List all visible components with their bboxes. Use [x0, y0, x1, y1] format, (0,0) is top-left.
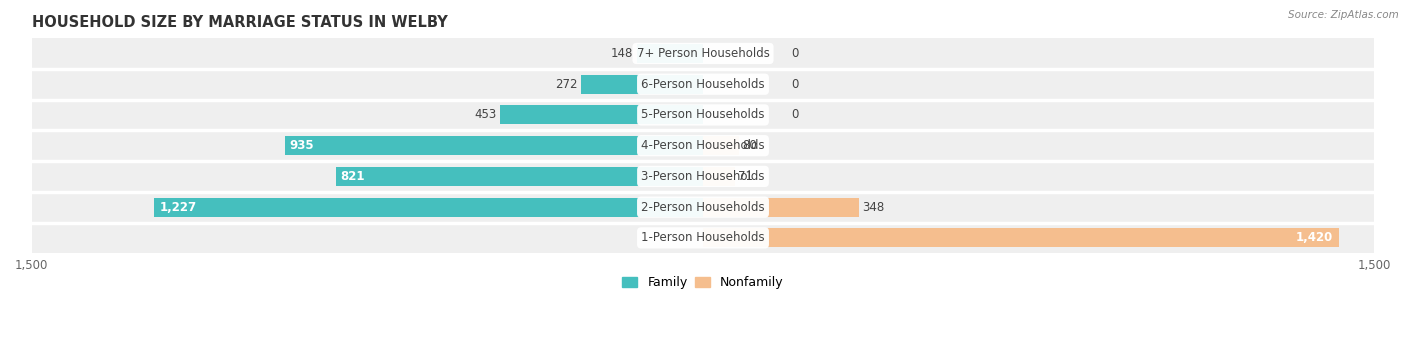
Text: 2-Person Households: 2-Person Households — [641, 201, 765, 214]
Text: 3-Person Households: 3-Person Households — [641, 170, 765, 183]
Bar — [32, 161, 1374, 192]
Bar — [703, 167, 735, 186]
Text: 1-Person Households: 1-Person Households — [641, 232, 765, 244]
Bar — [501, 105, 703, 124]
Text: 6-Person Households: 6-Person Households — [641, 78, 765, 91]
Legend: Family, Nonfamily: Family, Nonfamily — [617, 271, 789, 294]
Bar — [336, 167, 703, 186]
Bar — [32, 38, 1374, 69]
Text: Source: ZipAtlas.com: Source: ZipAtlas.com — [1288, 10, 1399, 20]
Text: 272: 272 — [555, 78, 578, 91]
Bar — [32, 222, 1374, 253]
Text: 1,420: 1,420 — [1296, 232, 1333, 244]
Bar — [32, 192, 1374, 222]
Text: 4-Person Households: 4-Person Households — [641, 139, 765, 152]
Text: 821: 821 — [340, 170, 364, 183]
Bar — [703, 228, 1339, 248]
Text: 80: 80 — [742, 139, 758, 152]
Bar — [32, 69, 1374, 100]
Text: 0: 0 — [792, 78, 799, 91]
Text: 148: 148 — [610, 47, 633, 60]
Text: HOUSEHOLD SIZE BY MARRIAGE STATUS IN WELBY: HOUSEHOLD SIZE BY MARRIAGE STATUS IN WEL… — [32, 15, 447, 30]
Bar — [703, 198, 859, 217]
Text: 348: 348 — [862, 201, 884, 214]
Bar — [153, 198, 703, 217]
Bar — [284, 136, 703, 155]
Text: 453: 453 — [474, 108, 496, 121]
Bar — [637, 44, 703, 63]
Bar — [32, 130, 1374, 161]
Text: 71: 71 — [738, 170, 754, 183]
Bar — [32, 100, 1374, 130]
Bar — [581, 75, 703, 94]
Text: 7+ Person Households: 7+ Person Households — [637, 47, 769, 60]
Text: 5-Person Households: 5-Person Households — [641, 108, 765, 121]
Text: 0: 0 — [792, 108, 799, 121]
Bar — [703, 136, 738, 155]
Text: 1,227: 1,227 — [159, 201, 197, 214]
Text: 0: 0 — [792, 47, 799, 60]
Text: 935: 935 — [290, 139, 314, 152]
